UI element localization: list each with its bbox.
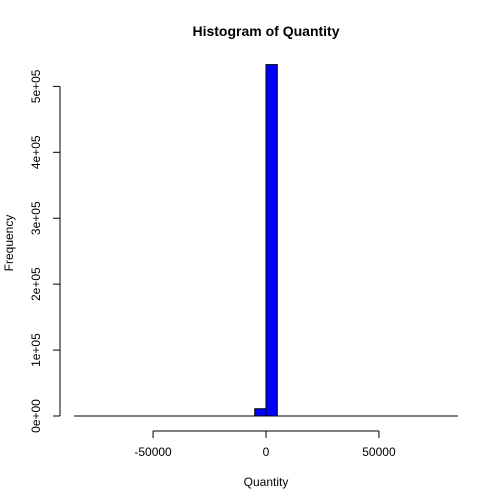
- x-tick-label-1: 0: [263, 445, 270, 459]
- histogram-bar-1: [265, 64, 278, 417]
- y-tick-label-0: 0e+00: [29, 399, 43, 433]
- x-axis-label: Quantity: [244, 475, 289, 489]
- y-tick-label-4: 4e+05: [29, 135, 43, 169]
- x-axis: -50000 0 50000: [134, 430, 396, 459]
- histogram-bars: [74, 64, 458, 417]
- y-tick-label-3: 3e+05: [29, 201, 43, 235]
- y-tick-label-1: 1e+05: [29, 333, 43, 367]
- y-axis-label: Frequency: [2, 215, 16, 272]
- chart-title: Histogram of Quantity: [192, 23, 339, 39]
- x-tick-label-0: -50000: [134, 445, 172, 459]
- y-axis: 0e+00 1e+05 2e+05 3e+05 4e+05 5e+05: [29, 69, 61, 433]
- x-tick-label-2: 50000: [362, 445, 396, 459]
- histogram-bar-0: [254, 408, 267, 417]
- y-tick-label-5: 5e+05: [29, 69, 43, 103]
- y-tick-label-2: 2e+05: [29, 267, 43, 301]
